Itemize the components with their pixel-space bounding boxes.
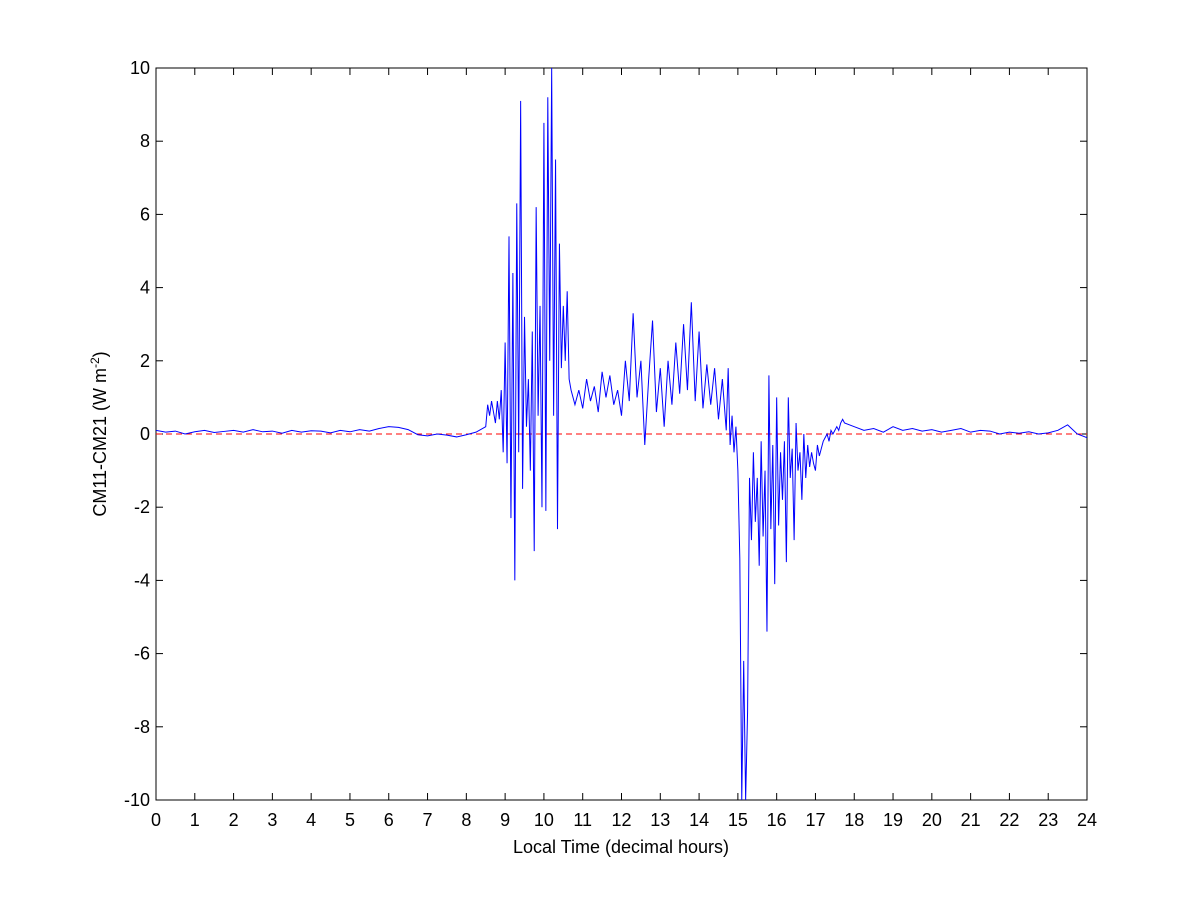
x-tick-label: 1 — [190, 810, 200, 830]
y-tick-label: -4 — [134, 570, 150, 590]
y-tick-label: 8 — [140, 131, 150, 151]
x-tick-label: 7 — [423, 810, 433, 830]
x-tick-label: 16 — [767, 810, 787, 830]
x-tick-label: 9 — [500, 810, 510, 830]
x-tick-label: 13 — [650, 810, 670, 830]
x-tick-label: 3 — [267, 810, 277, 830]
x-tick-label: 18 — [844, 810, 864, 830]
x-tick-label: 24 — [1077, 810, 1097, 830]
x-tick-label: 14 — [689, 810, 709, 830]
x-tick-label: 4 — [306, 810, 316, 830]
x-tick-label: 10 — [534, 810, 554, 830]
x-tick-label: 21 — [961, 810, 981, 830]
y-tick-label: 6 — [140, 204, 150, 224]
y-axis-label: CM11-CM21 (W m-2) — [88, 351, 110, 516]
y-tick-label: 0 — [140, 424, 150, 444]
y-label-end: ) — [90, 351, 110, 357]
y-tick-label: 4 — [140, 278, 150, 298]
x-tick-label: 6 — [384, 810, 394, 830]
plot-area — [156, 68, 1087, 800]
x-axis-label: Local Time (decimal hours) — [513, 837, 729, 857]
y-tick-label: -2 — [134, 497, 150, 517]
x-tick-label: 17 — [805, 810, 825, 830]
y-tick-label: 10 — [130, 58, 150, 78]
x-tick-label: 2 — [229, 810, 239, 830]
y-tick-label: -6 — [134, 644, 150, 664]
x-tick-label: 11 — [573, 810, 592, 830]
x-tick-label: 0 — [151, 810, 161, 830]
data-line — [156, 68, 1087, 800]
x-tick-label: 20 — [922, 810, 942, 830]
y-tick-label: 2 — [140, 351, 150, 371]
x-tick-label: 15 — [728, 810, 748, 830]
x-tick-label: 5 — [345, 810, 355, 830]
x-tick-label: 12 — [611, 810, 631, 830]
x-tick-label: 22 — [999, 810, 1019, 830]
y-tick-label: -10 — [124, 790, 150, 810]
y-tick-label: -8 — [134, 717, 150, 737]
y-label-main: CM11-CM21 (W m — [90, 368, 110, 517]
x-tick-label: 23 — [1038, 810, 1058, 830]
y-label-sup: -2 — [88, 357, 102, 368]
x-tick-label: 19 — [883, 810, 903, 830]
x-tick-label: 8 — [461, 810, 471, 830]
